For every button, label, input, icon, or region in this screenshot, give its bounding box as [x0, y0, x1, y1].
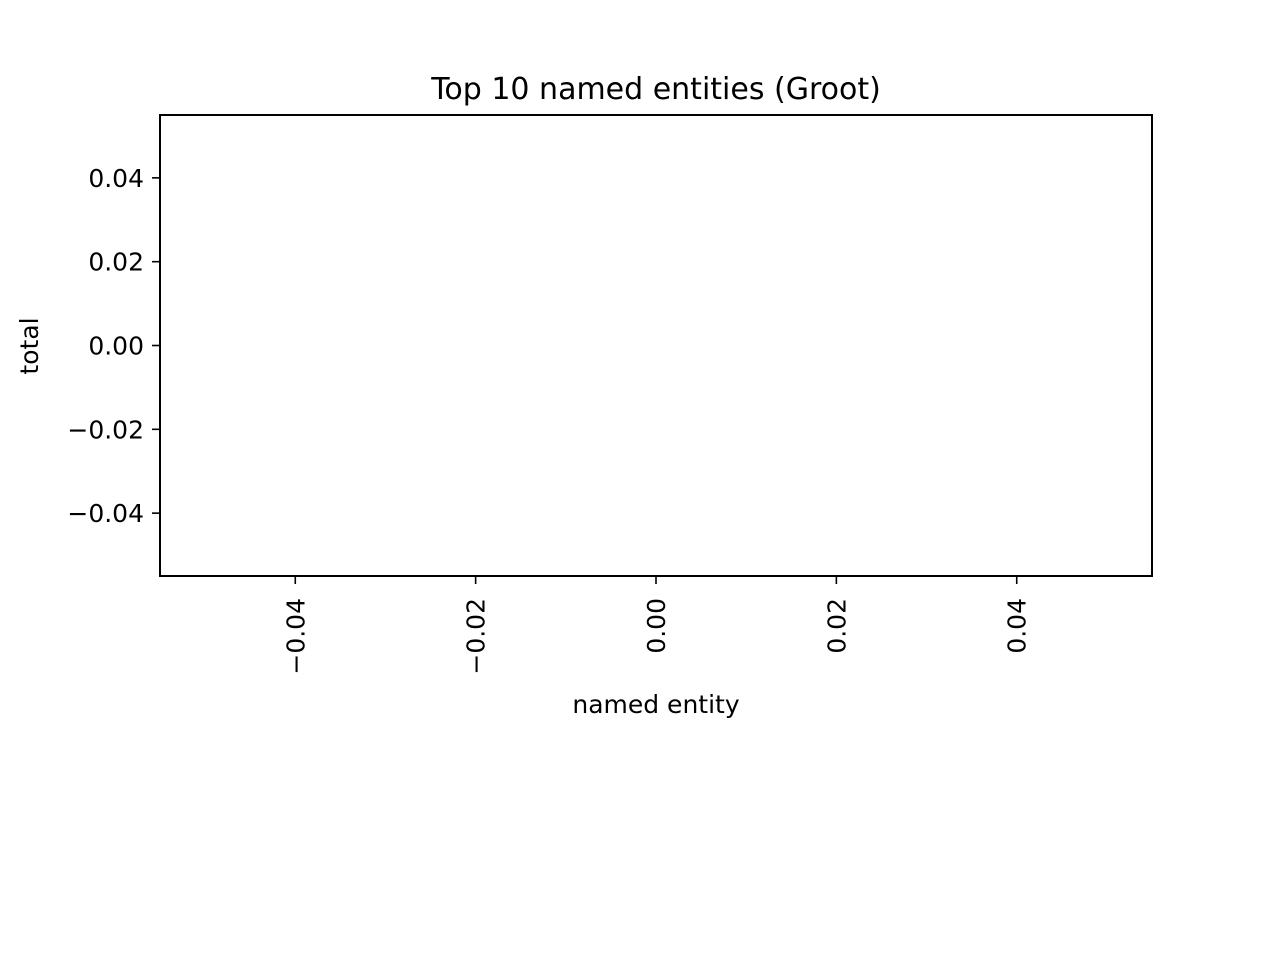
y-axis-ticks: −0.04 −0.02 0.00 0.02 0.04	[67, 164, 160, 528]
x-tick-label: −0.04	[281, 598, 310, 675]
x-axis-ticks: −0.04 −0.02 0.00 0.02 0.04	[281, 576, 1032, 675]
y-axis-label: total	[15, 317, 44, 374]
y-tick-label: 0.04	[88, 164, 144, 193]
x-tick-label: −0.02	[462, 598, 491, 675]
y-tick-label: −0.02	[67, 415, 144, 444]
x-tick-label: 0.00	[642, 598, 671, 654]
x-tick-label: 0.02	[822, 598, 851, 654]
y-tick-label: 0.02	[88, 248, 144, 277]
x-axis-label: named entity	[572, 690, 739, 719]
chart-title: Top 10 named entities (Groot)	[430, 72, 881, 107]
y-tick-label: −0.04	[67, 499, 144, 528]
y-tick-label: 0.00	[88, 332, 144, 361]
x-tick-label: 0.04	[1003, 598, 1032, 654]
